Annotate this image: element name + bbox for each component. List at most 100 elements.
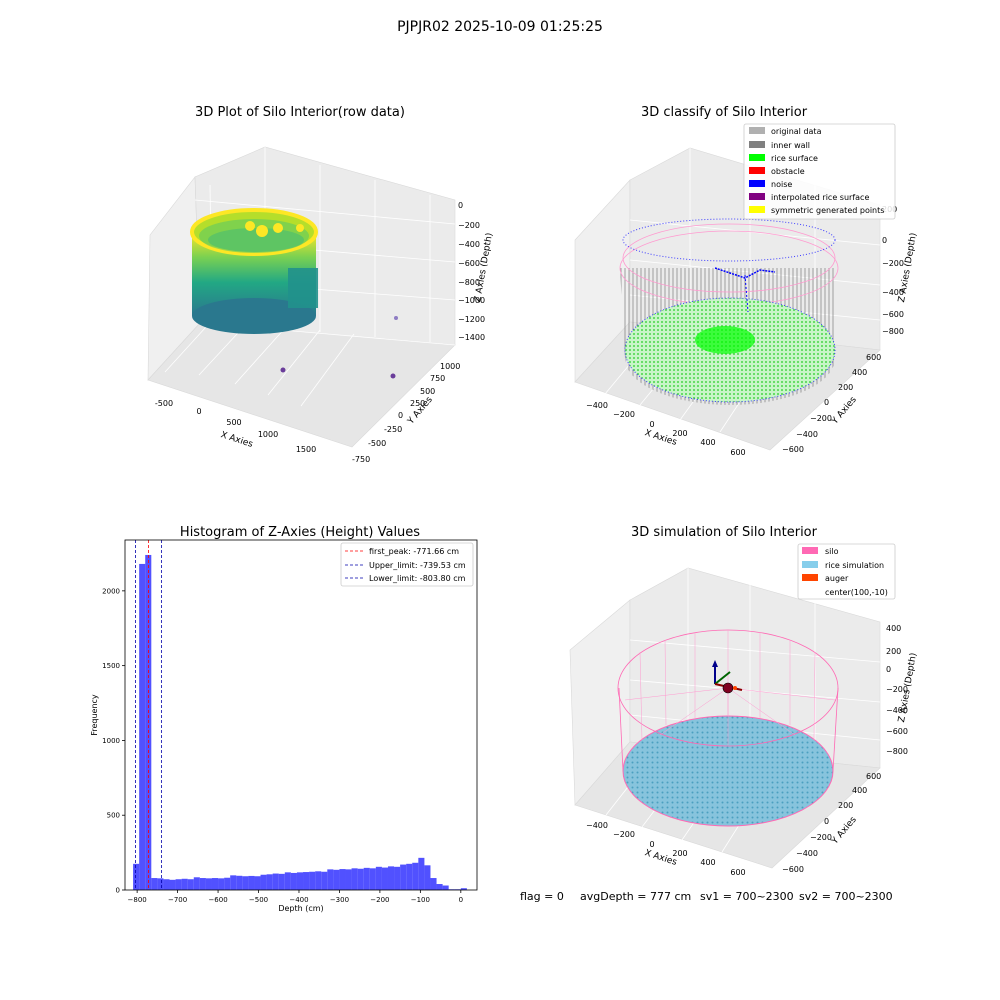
svg-text:−400: −400: [289, 896, 308, 904]
svg-text:−200: −200: [882, 259, 904, 268]
histogram-bar: [357, 868, 364, 890]
svg-text:200: 200: [886, 647, 901, 656]
svg-text:−400: −400: [796, 849, 818, 858]
histogram-x-tick: −600: [208, 890, 228, 904]
histogram-bar: [224, 877, 231, 890]
svg-text:−400: −400: [586, 401, 608, 410]
histogram-bar: [333, 869, 340, 890]
svg-text:original data: original data: [771, 127, 822, 136]
svg-text:noise: noise: [771, 180, 792, 189]
histogram-bar: [218, 878, 225, 890]
histogram-x-tick: −300: [330, 890, 349, 904]
histogram-bars: [133, 554, 467, 890]
histogram-bar: [211, 878, 219, 890]
svg-text:−600: −600: [458, 259, 480, 268]
svg-text:−100: −100: [411, 896, 430, 904]
histogram-bar: [327, 869, 334, 890]
raw-y-ticks: -750 -500 -250 0 250 500 750 1000: [352, 362, 460, 464]
svg-text:−700: −700: [168, 896, 187, 904]
histogram-bar: [339, 869, 346, 890]
histogram-bar: [369, 868, 376, 890]
histogram-x-tick: −800: [128, 890, 147, 904]
histogram-bar: [381, 867, 388, 890]
svg-text:−200: −200: [886, 685, 908, 694]
histogram-bar: [309, 871, 316, 890]
svg-text:2000: 2000: [102, 587, 120, 595]
svg-text:rice simulation: rice simulation: [825, 561, 884, 570]
histogram-bar: [230, 875, 237, 890]
svg-text:0: 0: [459, 896, 463, 904]
svg-text:0: 0: [116, 887, 120, 895]
histogram-ylabel: Frequency: [90, 694, 99, 736]
svg-text:1500: 1500: [102, 662, 120, 670]
svg-text:-500: -500: [155, 399, 173, 408]
simulation-pane-back: [629, 567, 881, 769]
svg-text:−500: −500: [249, 896, 268, 904]
histogram-legend-frame: [340, 542, 474, 587]
raw-x-ticks: -500 0 500 1000 1500: [155, 399, 316, 454]
svg-text:0: 0: [824, 398, 829, 407]
classify-legend-item: original data: [749, 127, 822, 136]
svg-text:−200: −200: [810, 833, 832, 842]
panel-classify-3d: 3D classify of Silo Interior 200 0 −200 …: [574, 105, 919, 457]
histogram-bar: [363, 867, 370, 890]
histogram-x-tick: −400: [289, 890, 309, 904]
svg-text:−600: −600: [208, 896, 227, 904]
histogram-legend-item: Lower_limit: -803.80 cm: [345, 574, 466, 583]
panel-simulation-title: 3D simulation of Silo Interior: [631, 525, 818, 540]
svg-text:silo: silo: [825, 547, 839, 556]
svg-text:−400: −400: [796, 430, 818, 439]
histogram-bar: [193, 877, 200, 890]
classify-x-ticks: −400 −200 0 200 400 600: [586, 401, 746, 457]
svg-text:500: 500: [226, 418, 241, 427]
histogram-bar: [169, 879, 176, 890]
svg-text:−300: −300: [330, 896, 349, 904]
histogram-bar: [296, 872, 304, 890]
simulation-y-ticks: −600 −400 −200 0 200 400 600: [782, 772, 881, 874]
svg-text:−800: −800: [458, 278, 480, 287]
classify-legend-item: rice surface: [749, 154, 818, 163]
svg-text:−200: −200: [613, 410, 635, 419]
histogram-bar: [278, 873, 285, 890]
histogram-bar: [242, 876, 249, 890]
histogram-bar: [181, 878, 188, 890]
histogram-bar: [199, 878, 206, 890]
svg-text:−400: −400: [586, 821, 608, 830]
simulation-x-ticks: −400 −200 0 200 400 600: [586, 821, 746, 877]
histogram-bar: [205, 878, 212, 890]
histogram-y-tick: 0: [116, 887, 125, 895]
histogram-title: Histogram of Z-Axies (Height) Values: [180, 525, 420, 540]
svg-text:200: 200: [838, 383, 853, 392]
svg-text:0: 0: [886, 665, 891, 674]
histogram-bar: [460, 888, 467, 890]
histogram-legend: first_peak: -771.66 cm Upper_limit: -739…: [340, 542, 474, 587]
svg-text:interpolated rice surface: interpolated rice surface: [771, 193, 869, 202]
classify-z-ticks: 200 0 −200 −400 −600 −800: [882, 205, 904, 336]
svg-text:-750: -750: [352, 455, 370, 464]
svg-text:−600: −600: [886, 727, 908, 736]
svg-text:600: 600: [866, 353, 881, 362]
histogram-bar: [266, 874, 273, 890]
status-avg-depth: avgDepth = 777 cm: [580, 890, 691, 903]
svg-text:200: 200: [838, 801, 853, 810]
histogram-bar: [175, 879, 182, 890]
svg-text:1000: 1000: [440, 362, 460, 371]
svg-text:−1400: −1400: [458, 333, 485, 342]
histogram-bar: [133, 863, 140, 890]
histogram-y-tick: 1000: [102, 737, 125, 745]
svg-text:−200: −200: [370, 896, 389, 904]
svg-text:obstacle: obstacle: [771, 167, 805, 176]
svg-text:−400: −400: [886, 706, 908, 715]
histogram-bar: [272, 873, 279, 890]
svg-text:0: 0: [824, 817, 829, 826]
histogram-bar: [412, 862, 419, 890]
svg-text:0: 0: [458, 201, 463, 210]
svg-text:750: 750: [430, 374, 445, 383]
svg-text:400: 400: [700, 438, 715, 447]
simulation-legend-item: rice simulation: [802, 561, 884, 570]
histogram-x-tick: −200: [370, 890, 390, 904]
svg-text:−1200: −1200: [458, 315, 485, 324]
svg-text:500: 500: [107, 812, 120, 820]
status-sv2: sv2 = 700~2300: [799, 890, 893, 903]
